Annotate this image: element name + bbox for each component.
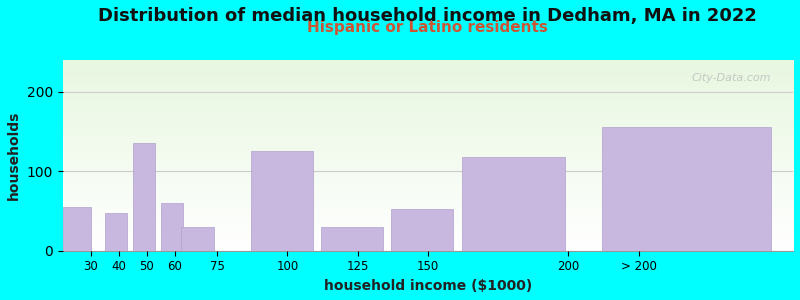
Bar xyxy=(62,207,90,251)
Bar xyxy=(602,128,770,251)
Text: Hispanic or Latino residents: Hispanic or Latino residents xyxy=(307,20,548,35)
Title: Distribution of median household income in Dedham, MA in 2022: Distribution of median household income … xyxy=(98,7,758,25)
Bar xyxy=(161,203,183,251)
Bar xyxy=(321,227,383,251)
Bar xyxy=(251,151,313,251)
X-axis label: household income ($1000): household income ($1000) xyxy=(324,279,532,293)
Y-axis label: households: households xyxy=(7,111,21,200)
Bar xyxy=(181,227,214,251)
Bar xyxy=(391,209,453,251)
Text: City-Data.com: City-Data.com xyxy=(692,73,771,83)
Bar xyxy=(133,143,155,251)
Bar xyxy=(462,157,566,251)
Bar xyxy=(105,213,127,251)
